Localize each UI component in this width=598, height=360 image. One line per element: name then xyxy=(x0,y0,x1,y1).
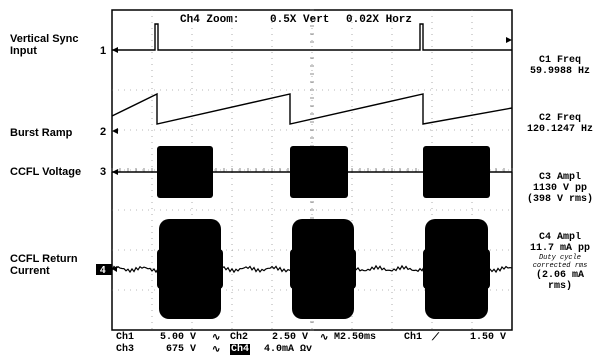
footer-ch2-label: Ch2 xyxy=(230,332,249,343)
c1-title: C1 Freq xyxy=(538,55,581,66)
c1-value: 59.9988 Hz xyxy=(529,66,590,77)
footer-ch3-scale: 675 V xyxy=(166,344,197,355)
ccfl-current-burst-core xyxy=(290,249,356,289)
footer-ch2-coupling-icon: ∿ xyxy=(320,333,329,344)
footer-trigger-slope-icon: ⟋ xyxy=(432,333,439,344)
trace-vertical-sync xyxy=(112,23,512,51)
c2-value: 120.1247 Hz xyxy=(526,124,593,135)
c2-title: C2 Freq xyxy=(538,113,581,124)
footer-ch1-coupling-icon: ∿ xyxy=(212,333,221,344)
channel4-label: CCFL Return Current xyxy=(10,253,78,277)
c4-rms-value: (2.06 mA rms) xyxy=(535,270,584,292)
footer-trigger-level: 1.50 V xyxy=(470,332,507,343)
zoom-vertical-label: 0.5X Vert xyxy=(270,14,330,26)
footer-ch4-label: Ch4 xyxy=(230,344,251,355)
channel1-label: Vertical Sync Input xyxy=(10,33,79,57)
ccfl-current-burst-core xyxy=(157,249,223,289)
waveform-traces xyxy=(111,23,513,319)
c3-measurement: C3 Ampl 1130 V pp (398 V rms) xyxy=(522,172,598,205)
footer-ch4-scale: 4.0mA Ωv xyxy=(264,344,313,355)
channel1-number: 1 xyxy=(100,45,107,57)
footer-ch3-label: Ch3 xyxy=(116,344,135,355)
trace-burst-ramp xyxy=(111,92,513,125)
c4-note-line1: Duty cycle xyxy=(538,254,581,262)
c4-value: 11.7 mA pp xyxy=(529,243,590,254)
zoom-channel-label: Ch4 Zoom: xyxy=(180,14,240,26)
footer-ch2-scale: 2.50 V xyxy=(272,332,309,343)
channel2-number: 2 xyxy=(100,126,107,138)
c1-measurement: C1 Freq 59.9988 Hz xyxy=(522,55,598,77)
ccfl-voltage-burst xyxy=(157,146,213,198)
channel3-marker xyxy=(112,169,118,175)
svg-text:4: 4 xyxy=(100,265,106,276)
ccfl-voltage-burst xyxy=(423,146,490,198)
c3-value: 1130 V pp xyxy=(532,183,587,194)
footer-timebase: M2.50ms xyxy=(334,332,377,343)
footer-ch3-coupling-icon: ∿ xyxy=(212,345,221,356)
channel3-label: CCFL Voltage xyxy=(10,166,82,178)
footer-trigger-source: Ch1 xyxy=(404,332,423,343)
c4-measurement: C4 Ampl 11.7 mA pp Duty cycle corrected … xyxy=(522,232,598,292)
c2-measurement: C2 Freq 120.1247 Hz xyxy=(522,113,598,135)
c3-title: C3 Ampl xyxy=(538,172,581,183)
trigger-level-marker xyxy=(506,37,512,43)
ccfl-voltage-burst xyxy=(290,146,348,198)
channel2-label: Burst Ramp xyxy=(10,127,73,139)
channel3-number: 3 xyxy=(100,166,107,178)
channel4-marker: 4 xyxy=(96,264,117,276)
footer-ch1-label: Ch1 xyxy=(116,332,135,343)
footer-ch1-scale: 5.00 V xyxy=(160,332,197,343)
channel1-marker xyxy=(112,47,118,53)
zoom-horizontal-label: 0.02X Horz xyxy=(346,14,413,26)
channel2-marker xyxy=(112,128,118,134)
c3-rms-value: (398 V rms) xyxy=(526,194,593,205)
ccfl-current-burst-core xyxy=(423,249,490,289)
c4-title: C4 Ampl xyxy=(538,232,581,243)
c4-note-line2: corrected rms xyxy=(532,262,588,270)
